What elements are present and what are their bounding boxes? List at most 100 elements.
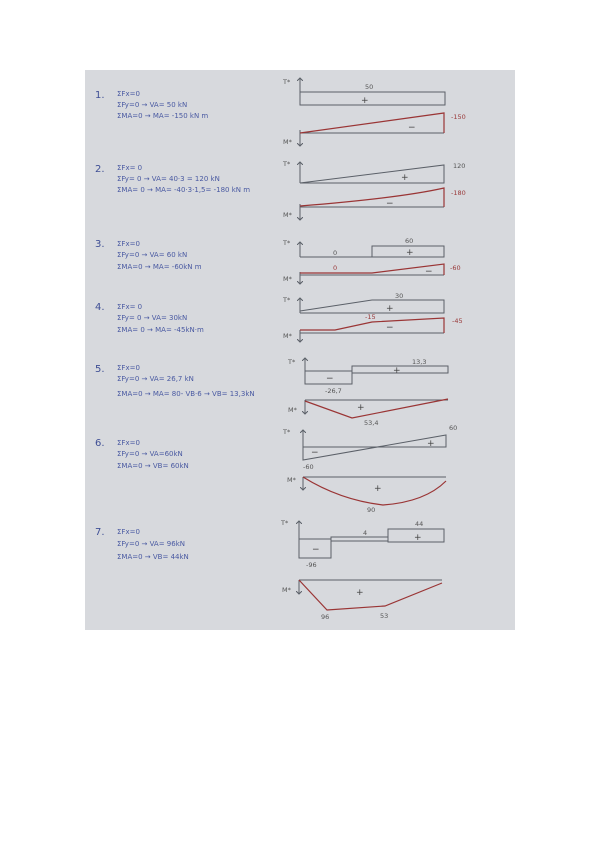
- moment-diagram: 96 53 + M*: [282, 579, 443, 621]
- m-axis-label: M*: [283, 138, 293, 146]
- equation: ΣFx=0: [117, 439, 140, 447]
- m-axis-label: M*: [283, 275, 293, 283]
- equation: ΣMA=0 → MA= -60kN m: [117, 263, 202, 271]
- shear-value: 120: [453, 162, 465, 170]
- equation: ΣMA=0 → MA= -150 kN m: [117, 112, 208, 120]
- moment-value: -15: [365, 313, 376, 321]
- moment-value: -45: [452, 317, 463, 325]
- shear-value: 0: [333, 249, 337, 257]
- equation: ΣFy= 0 → VA= 40·3 = 120 kN: [117, 175, 220, 183]
- t-axis-label: T*: [282, 78, 291, 86]
- moment-line: [304, 398, 449, 419]
- shear-value: 50: [365, 83, 373, 91]
- shear-diagram: T* 50 +: [282, 78, 446, 106]
- equation: ΣFy=0 → VA= 26,7 kN: [117, 375, 194, 383]
- shear-area: [299, 91, 446, 106]
- moment-diagram: -15 -45 − M*: [283, 313, 463, 342]
- sign: −: [326, 374, 334, 384]
- problem-5: 5. ΣFx=0 ΣFy=0 → VA= 26,7 kN ΣMA=0 → MA=…: [95, 358, 449, 427]
- moment-value: -180: [451, 189, 466, 197]
- m-axis-label: M*: [283, 211, 293, 219]
- equation: ΣFy=0 → VA= 50 kN: [117, 101, 187, 109]
- positive-shear-area: [351, 365, 449, 374]
- equation: ΣMA= 0 → MA= -40·3·1,5= -180 kN m: [117, 186, 250, 194]
- shear-value: 30: [395, 292, 403, 300]
- moment-value: 96: [321, 613, 329, 621]
- shear-value: 44: [415, 520, 423, 528]
- moment-diagram: -180 − M*: [283, 187, 466, 220]
- sign: +: [406, 248, 414, 258]
- sign: −: [386, 199, 394, 209]
- moment-value: 53,4: [364, 419, 378, 427]
- equation: ΣFy= 0 → VA= 30kN: [117, 314, 187, 322]
- t-axis-label: T*: [282, 296, 291, 304]
- problem-1: 1. ΣFx=0 ΣFy=0 → VA= 50 kN ΣMA=0 → MA= -…: [95, 78, 466, 146]
- shear-diagram: T* 120 +: [282, 160, 465, 184]
- moment-line: [302, 476, 447, 506]
- equation: ΣFx=0: [117, 364, 140, 372]
- moment-diagram: 90 + M*: [287, 476, 447, 514]
- moment-value: -60: [450, 264, 461, 272]
- shear-diagram: T* 0 60 +: [282, 237, 445, 258]
- moment-value: -150: [451, 113, 466, 121]
- problem-number: 5.: [95, 364, 105, 375]
- problem-7: 7. ΣFx=0 ΣFy=0 → VA= 96kN ΣMA=0 → VB= 44…: [95, 519, 445, 621]
- sign: +: [401, 173, 409, 183]
- moment-diagram: -150 − M*: [283, 112, 466, 146]
- shear-diagram: T* 44 4 -96 + −: [280, 519, 445, 569]
- negative-shear-area: [304, 370, 353, 385]
- problem-number: 3.: [95, 239, 105, 250]
- t-axis-label: T*: [287, 358, 296, 366]
- problem-number: 2.: [95, 164, 105, 175]
- m-axis-label: M*: [287, 476, 297, 484]
- sign: −: [312, 545, 320, 555]
- moment-line: [298, 579, 443, 611]
- equation: ΣFx=0: [117, 90, 140, 98]
- shear-diagram: T* 30 +: [282, 292, 445, 314]
- shear-value: 13,3: [412, 358, 426, 366]
- m-axis-label: M*: [283, 332, 293, 340]
- sign: +: [427, 439, 435, 449]
- equation: ΣFx= 0: [117, 303, 142, 311]
- problem-6: 6. ΣFx=0 ΣFy=0 → VA=60kN ΣMA=0 → VB= 60k…: [95, 424, 457, 514]
- equation: ΣMA=0 → VB= 60kN: [117, 462, 189, 470]
- problem-number: 4.: [95, 302, 105, 313]
- moment-value: 53: [380, 612, 388, 620]
- positive-shear-area: [387, 528, 445, 543]
- t-axis-label: T*: [280, 519, 289, 527]
- shear-value: -60: [303, 463, 314, 471]
- shear-value: 60: [449, 424, 457, 432]
- moment-diagram: 0 -60 − M*: [283, 263, 461, 284]
- sign: +: [374, 484, 382, 494]
- shear-value: -26,7: [325, 387, 342, 395]
- shear-value: 60: [405, 237, 413, 245]
- problem-3: 3. ΣFx=0 ΣFy=0 → VA= 60 kN ΣMA=0 → MA= -…: [95, 237, 461, 284]
- problem-number: 7.: [95, 527, 105, 538]
- equation: ΣFx=0: [117, 528, 140, 536]
- moment-line: [299, 112, 445, 134]
- sign: +: [386, 304, 394, 314]
- shear-value: -96: [306, 561, 317, 569]
- sign: +: [393, 366, 401, 376]
- problem-number: 6.: [95, 438, 105, 449]
- shear-area: [299, 299, 445, 314]
- m-axis-label: M*: [288, 406, 298, 414]
- sign: +: [356, 588, 364, 598]
- equation: ΣFx= 0: [117, 164, 142, 172]
- moment-line: [300, 263, 445, 275]
- moment-diagram: 53,4 + M*: [288, 398, 449, 427]
- sign: +: [357, 403, 365, 413]
- t-axis-label: T*: [282, 428, 291, 436]
- m-axis-label: M*: [282, 586, 292, 594]
- sign: −: [408, 123, 416, 133]
- shear-diagram: T* 13,3 -26,7 + −: [287, 358, 449, 395]
- problem-4: 4. ΣFx= 0 ΣFy= 0 → VA= 30kN ΣMA= 0 → MA=…: [95, 292, 463, 342]
- moment-value: 0: [333, 264, 337, 272]
- sign: −: [425, 267, 433, 277]
- sign: −: [386, 323, 394, 333]
- equation: ΣFx=0: [117, 240, 140, 248]
- moment-line: [300, 317, 445, 333]
- equation: ΣMA= 0 → MA= -45kN·m: [117, 326, 204, 334]
- t-axis-label: T*: [282, 239, 291, 247]
